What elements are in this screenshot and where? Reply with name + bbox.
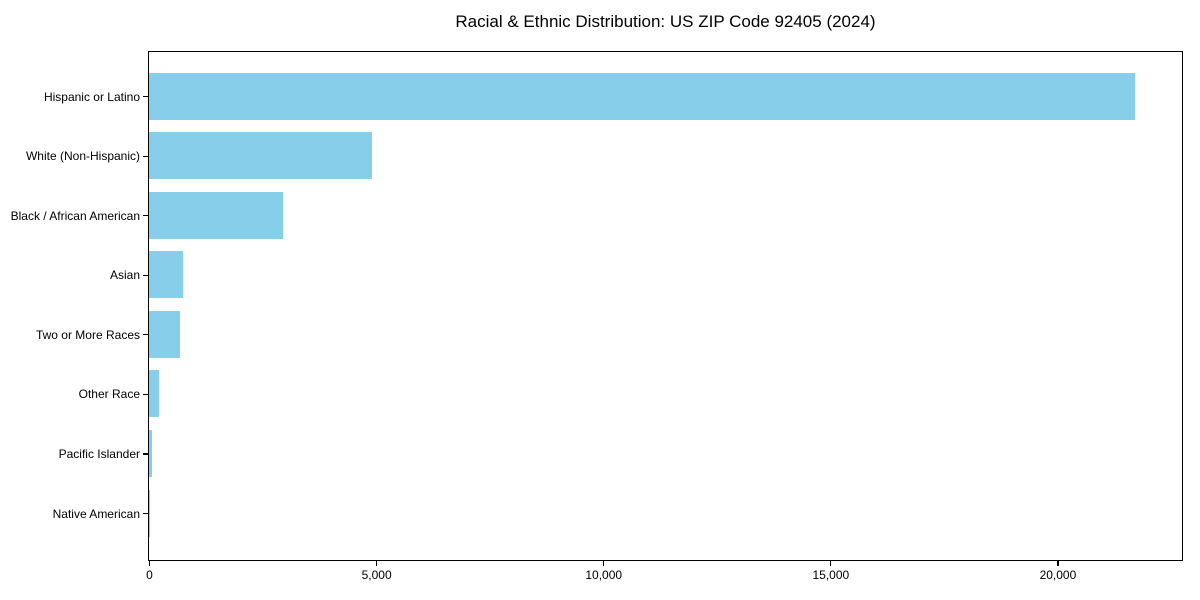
chart-title: Racial & Ethnic Distribution: US ZIP Cod… [455,12,876,31]
x-axis-tick-label: 15,000 [812,568,850,582]
bar [149,72,1135,120]
y-axis-tick [143,215,148,217]
y-axis-tick [143,96,148,98]
x-axis-tick [830,561,832,566]
x-axis-tick-label: 0 [146,568,153,582]
x-axis-tick-label: 10,000 [585,568,623,582]
bar [149,251,184,299]
bar [149,310,181,358]
y-axis-label: Black / African American [10,208,140,223]
y-axis-tick [143,155,148,157]
y-axis-label: Pacific Islander [58,447,140,461]
y-axis-label: Two or More Races [35,327,140,342]
x-axis-tick-label: 5,000 [361,568,392,582]
bar [149,370,160,418]
y-axis-tick [143,393,148,396]
bar [149,430,153,477]
y-axis-label: Other Race [78,387,140,402]
bar [149,489,150,537]
x-axis-tick [376,561,378,566]
y-axis-tick [143,334,148,336]
x-axis-tick [603,561,605,566]
y-axis-label: Hispanic or Latino [43,89,140,104]
y-axis-label: Asian [109,268,140,283]
x-axis-tick-label: 20,000 [1039,568,1077,582]
y-axis-label: White (Non-Hispanic) [25,149,140,164]
y-axis-tick [143,274,148,276]
y-axis-tick [143,512,148,515]
x-axis-tick [1057,561,1059,566]
y-axis-label: Native American [52,506,140,521]
y-axis-tick [143,453,148,455]
bar [149,191,283,239]
bar [149,132,372,180]
x-axis-tick [148,561,151,566]
plot-area [148,51,1183,561]
